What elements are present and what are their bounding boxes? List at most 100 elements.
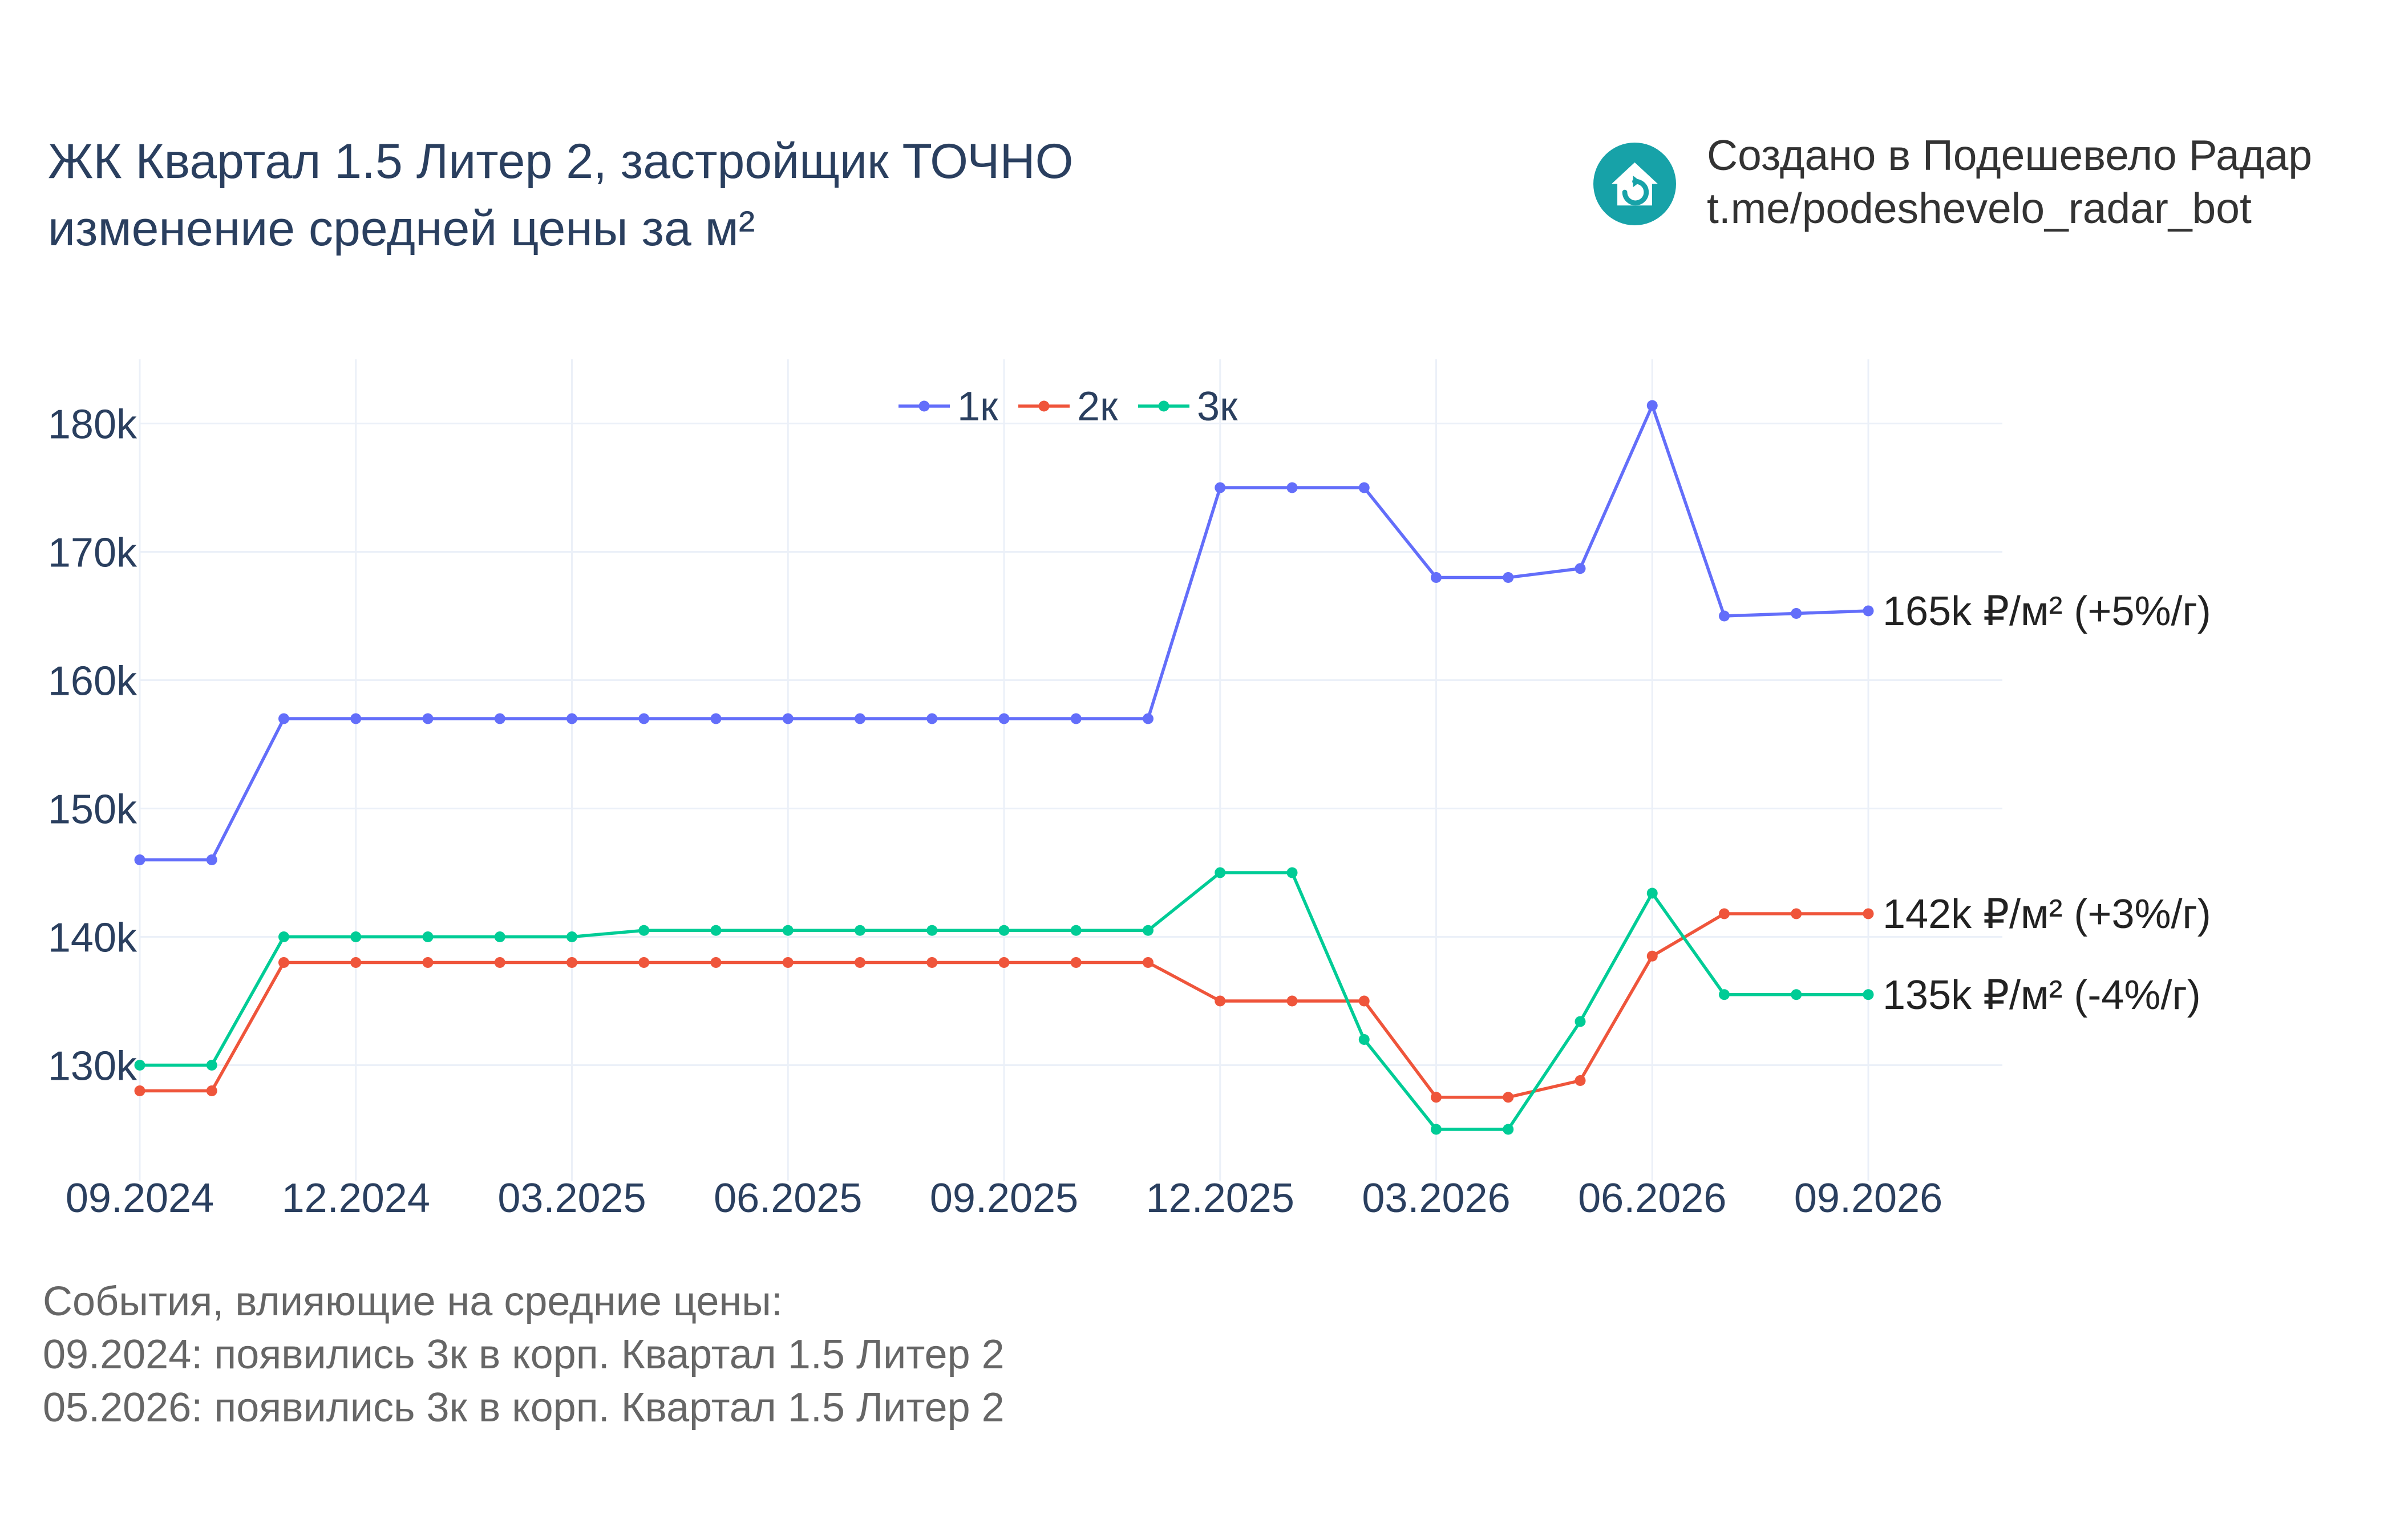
data-point[interactable] [206, 1060, 217, 1071]
data-point[interactable] [206, 1085, 217, 1096]
data-point[interactable] [710, 957, 722, 968]
data-point[interactable] [422, 713, 434, 724]
data-point[interactable] [1070, 957, 1082, 968]
data-point[interactable] [782, 957, 794, 968]
event-item: 05.2026: появились 3к в корп. Квартал 1.… [43, 1385, 1005, 1430]
data-point[interactable] [1575, 1075, 1586, 1086]
data-point[interactable] [1863, 908, 1874, 919]
series-1к [134, 400, 1874, 865]
data-point[interactable] [710, 713, 722, 724]
data-point[interactable] [566, 931, 577, 942]
data-point[interactable] [494, 713, 505, 724]
data-point[interactable] [638, 957, 650, 968]
data-point[interactable] [1646, 887, 1658, 899]
credit: Создано в Подешевело Радар t.me/podeshev… [1707, 129, 2312, 235]
data-point[interactable] [1575, 1016, 1586, 1027]
data-point[interactable] [566, 957, 577, 968]
data-point[interactable] [1070, 713, 1082, 724]
data-point[interactable] [1215, 482, 1226, 493]
data-point[interactable] [494, 931, 505, 942]
data-point[interactable] [1143, 957, 1154, 968]
x-tick-label: 06.2026 [1578, 1176, 1726, 1221]
data-point[interactable] [1503, 1124, 1514, 1135]
title-line-1: ЖК Квартал 1.5 Литер 2, застройщик ТОЧНО [48, 134, 1074, 189]
data-point[interactable] [855, 713, 865, 724]
credit-line-1: Создано в Подешевело Радар [1707, 131, 2313, 179]
data-point[interactable] [638, 713, 650, 724]
legend-item-2к[interactable]: 2к [1018, 384, 1118, 429]
data-point[interactable] [1143, 713, 1154, 724]
x-tick-label: 03.2026 [1362, 1176, 1510, 1221]
legend-item-1к[interactable]: 1к [898, 384, 998, 429]
data-point[interactable] [782, 925, 794, 936]
x-tick-label: 12.2024 [282, 1176, 430, 1221]
data-point[interactable] [1646, 950, 1658, 962]
data-point[interactable] [422, 931, 434, 942]
data-point[interactable] [1719, 989, 1730, 1000]
data-point[interactable] [1575, 563, 1586, 574]
legend-item-3к[interactable]: 3к [1138, 384, 1238, 429]
data-point[interactable] [1286, 867, 1298, 878]
data-point[interactable] [134, 1060, 145, 1071]
end-labels: 165k ₽/м² (+5%/г) 142k ₽/м² (+3%/г) 135k ₽… [1883, 589, 2211, 1018]
data-point[interactable] [278, 713, 289, 724]
y-tick-label: 180k [48, 402, 137, 448]
data-point[interactable] [710, 925, 722, 936]
data-point[interactable] [855, 925, 865, 936]
credit-link[interactable]: t.me/podeshevelo_radar_bot [1707, 184, 2252, 232]
data-point[interactable] [1358, 1034, 1370, 1045]
y-tick-label: 130k [48, 1044, 137, 1089]
data-point[interactable] [566, 713, 577, 724]
data-point[interactable] [1143, 925, 1154, 936]
data-point[interactable] [134, 854, 145, 865]
data-point[interactable] [350, 713, 362, 724]
data-point[interactable] [1719, 908, 1730, 919]
data-point[interactable] [1215, 995, 1226, 1007]
data-point[interactable] [1286, 995, 1298, 1007]
data-point[interactable] [278, 931, 289, 942]
data-point[interactable] [1070, 925, 1082, 936]
data-point[interactable] [134, 1085, 145, 1096]
data-point[interactable] [350, 931, 362, 942]
legend-swatch-marker [1038, 400, 1050, 412]
data-point[interactable] [855, 957, 865, 968]
data-point[interactable] [926, 957, 938, 968]
data-point[interactable] [926, 925, 938, 936]
legend-swatch-marker [1158, 400, 1169, 412]
data-point[interactable] [998, 957, 1010, 968]
data-point[interactable] [278, 957, 289, 968]
y-tick-label: 170k [48, 530, 137, 576]
data-point[interactable] [1431, 572, 1442, 583]
data-point[interactable] [1863, 605, 1874, 617]
data-point[interactable] [1791, 989, 1802, 1000]
y-tick-label: 140k [48, 915, 137, 961]
data-point[interactable] [1791, 908, 1802, 919]
data-point[interactable] [350, 957, 362, 968]
data-point[interactable] [1503, 572, 1514, 583]
data-point[interactable] [1646, 400, 1658, 411]
legend-label: 1к [957, 384, 998, 429]
data-point[interactable] [1286, 482, 1298, 493]
data-point[interactable] [926, 713, 938, 724]
legend[interactable]: 1к 2к 3к [898, 384, 1238, 429]
x-tick-label: 09.2024 [66, 1176, 214, 1221]
data-point[interactable] [422, 957, 434, 968]
data-point[interactable] [998, 925, 1010, 936]
data-point[interactable] [1431, 1124, 1442, 1135]
events-note: События, влияющие на средние цены: 09.20… [43, 1275, 1005, 1434]
data-point[interactable] [1215, 867, 1226, 878]
series-2к [134, 908, 1874, 1103]
data-point[interactable] [1358, 482, 1370, 493]
data-point[interactable] [206, 854, 217, 865]
data-point[interactable] [1791, 608, 1802, 619]
data-point[interactable] [1719, 610, 1730, 622]
data-point[interactable] [1431, 1092, 1442, 1103]
data-point[interactable] [1863, 989, 1874, 1000]
data-point[interactable] [1503, 1092, 1514, 1103]
data-point[interactable] [638, 925, 650, 936]
data-point[interactable] [782, 713, 794, 724]
data-point[interactable] [998, 713, 1010, 724]
data-point[interactable] [1358, 995, 1370, 1007]
data-point[interactable] [494, 957, 505, 968]
